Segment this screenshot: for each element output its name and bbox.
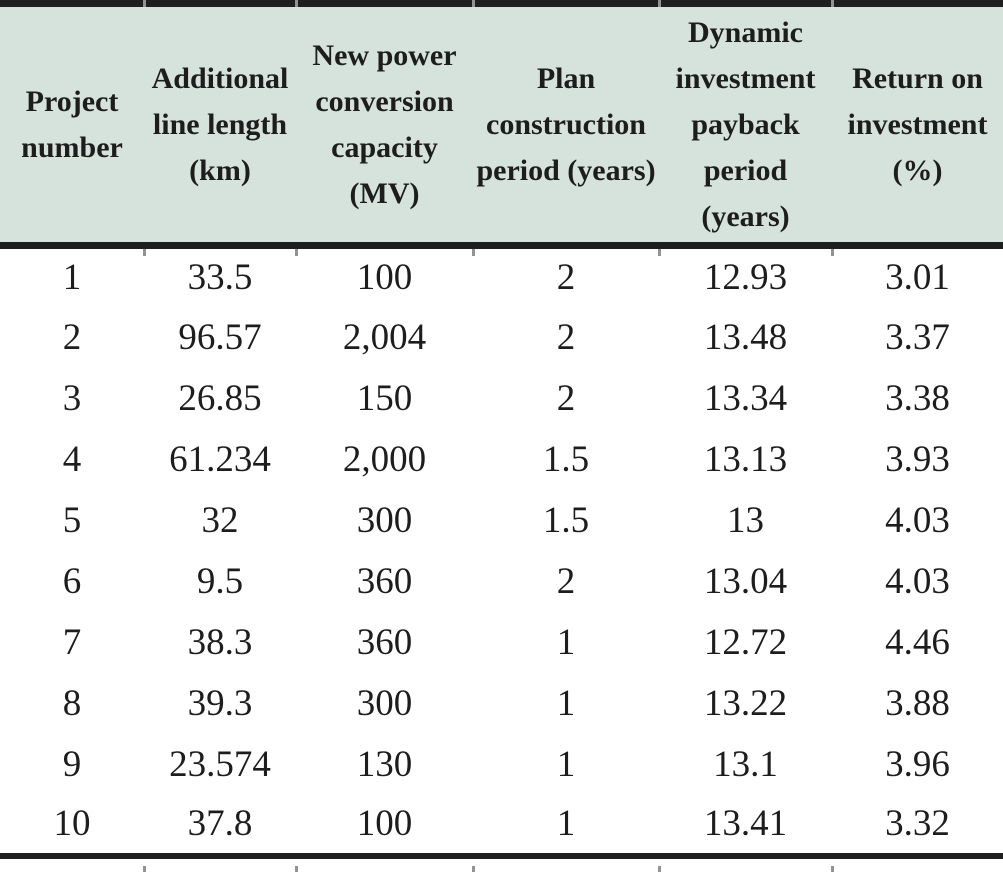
table-cell: 4: [0, 428, 144, 490]
table-cell: 3.37: [832, 306, 1003, 368]
table-cell: 1.5: [473, 428, 659, 490]
table-cell: 6: [0, 550, 144, 612]
rule-notch: [143, 0, 146, 7]
rule-notch: [658, 0, 661, 7]
table-cell: 13.1: [659, 733, 832, 795]
table-cell: 2: [473, 550, 659, 612]
rule-notch: [831, 0, 834, 7]
table-cell: 2,004: [296, 306, 473, 368]
table-cell: 61.234: [144, 428, 296, 490]
table-cell: 13.22: [659, 672, 832, 734]
header-row: Project number Additional line length (k…: [0, 3, 1003, 249]
table-cell: 38.3: [144, 611, 296, 673]
table-cell: 12.93: [659, 245, 832, 307]
table-cell: 1: [473, 733, 659, 795]
table-cell: 4.03: [832, 550, 1003, 612]
table-cell: 5: [0, 489, 144, 551]
table-row: 5 32 300 1.5 13 4.03: [0, 489, 1003, 551]
table-cell: 33.5: [144, 245, 296, 307]
table-cell: 10: [0, 794, 144, 856]
rule-notch: [472, 0, 475, 7]
table-cell: 1.5: [473, 489, 659, 551]
table-row: 2 96.57 2,004 2 13.48 3.37: [0, 306, 1003, 368]
table-cell: 3.38: [832, 367, 1003, 429]
table-cell: 1: [0, 245, 144, 307]
table-cell: 2: [473, 306, 659, 368]
table-cell: 12.72: [659, 611, 832, 673]
table-cell: 23.574: [144, 733, 296, 795]
table-cell: 3.01: [832, 245, 1003, 307]
table-cell: 3.88: [832, 672, 1003, 734]
table-cell: 4.03: [832, 489, 1003, 551]
table-cell: 9.5: [144, 550, 296, 612]
rule-notch: [143, 249, 146, 256]
table-cell: 26.85: [144, 367, 296, 429]
table-cell: 130: [296, 733, 473, 795]
column-header-project-number: Project number: [0, 3, 144, 249]
column-header-payback-period: Dynamic investment payback period (years…: [659, 3, 832, 249]
table-cell: 1: [473, 611, 659, 673]
table-header: Project number Additional line length (k…: [0, 3, 1003, 249]
table-cell: 3.32: [832, 794, 1003, 856]
rule-notch: [658, 249, 661, 256]
table-cell: 100: [296, 245, 473, 307]
table-cell: 300: [296, 489, 473, 551]
table-cell: 2: [473, 367, 659, 429]
table-cell: 1: [473, 672, 659, 734]
table-cell: 13: [659, 489, 832, 551]
rule-notch: [831, 866, 834, 872]
table-cell: 9: [0, 733, 144, 795]
table-row: 8 39.3 300 1 13.22 3.88: [0, 672, 1003, 734]
table-cell: 13.13: [659, 428, 832, 490]
rule-notch: [295, 249, 298, 256]
table-cell: 100: [296, 794, 473, 856]
table-cell: 13.48: [659, 306, 832, 368]
table-row: 7 38.3 360 1 12.72 4.46: [0, 611, 1003, 673]
table-cell: 3.93: [832, 428, 1003, 490]
table-cell: 13.41: [659, 794, 832, 856]
table-cell: 2,000: [296, 428, 473, 490]
table-cell: 7: [0, 611, 144, 673]
rule-notch: [472, 866, 475, 872]
table-cell: 8: [0, 672, 144, 734]
table-cell: 2: [0, 306, 144, 368]
rule-notch: [658, 866, 661, 872]
table-row: 6 9.5 360 2 13.04 4.03: [0, 550, 1003, 612]
table-cell: 360: [296, 550, 473, 612]
rule-notch: [295, 0, 298, 7]
table-cell: 360: [296, 611, 473, 673]
table-row: 4 61.234 2,000 1.5 13.13 3.93: [0, 428, 1003, 490]
table-cell: 2: [473, 245, 659, 307]
table-cell: 3: [0, 367, 144, 429]
table-cell: 4.46: [832, 611, 1003, 673]
column-header-line-length: Additional line length (km): [144, 3, 296, 249]
table-cell: 37.8: [144, 794, 296, 856]
table-cell: 39.3: [144, 672, 296, 734]
rule-notch: [143, 866, 146, 872]
column-header-return-on-investment: Return on investment (%): [832, 3, 1003, 249]
table-row: 3 26.85 150 2 13.34 3.38: [0, 367, 1003, 429]
table-cell: 300: [296, 672, 473, 734]
table-row: 1 33.5 100 2 12.93 3.01: [0, 245, 1003, 307]
column-header-construction-period: Plan construction period (years): [473, 3, 659, 249]
table-cell: 1: [473, 794, 659, 856]
table-cell: 32: [144, 489, 296, 551]
rule-notch: [472, 249, 475, 256]
table-cell: 96.57: [144, 306, 296, 368]
rule-notch: [831, 249, 834, 256]
table-row: 9 23.574 130 1 13.1 3.96: [0, 733, 1003, 795]
rule-notch: [295, 866, 298, 872]
table-cell: 150: [296, 367, 473, 429]
table-cell: 13.04: [659, 550, 832, 612]
table-row: 10 37.8 100 1 13.41 3.32: [0, 794, 1003, 856]
table-cell: 3.96: [832, 733, 1003, 795]
table-cell: 13.34: [659, 367, 832, 429]
column-header-conversion-capacity: New power conversion capacity (MV): [296, 3, 473, 249]
projects-table: Project number Additional line length (k…: [0, 0, 1003, 859]
table-body: 1 33.5 100 2 12.93 3.01 2 96.57 2,004 2 …: [0, 245, 1003, 856]
